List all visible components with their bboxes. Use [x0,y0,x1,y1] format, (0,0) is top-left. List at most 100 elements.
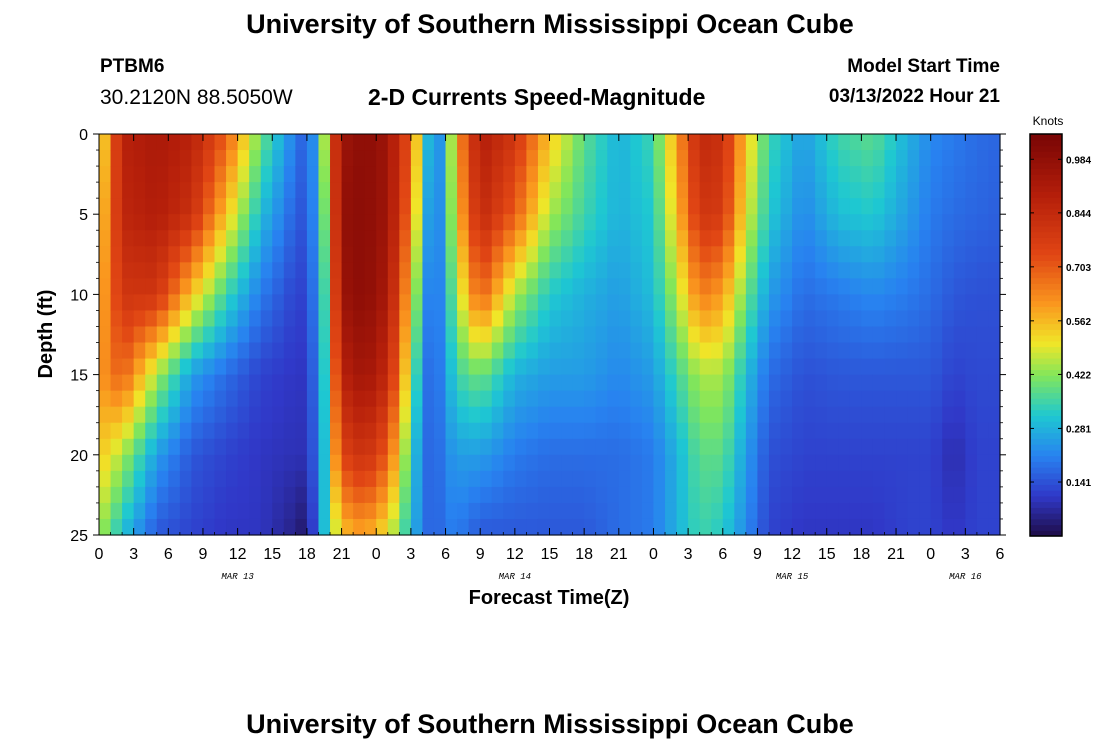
colorbar-border [1029,133,1063,537]
heatmap-cell [976,470,990,488]
heatmap-cell [457,374,470,392]
heatmap-cell [376,454,389,472]
heatmap-cell [757,486,770,504]
heatmap-cell [757,422,770,440]
heatmap-cell [330,182,343,199]
heatmap-cell [168,198,181,215]
heatmap-cell [410,406,424,424]
heatmap-cell [803,406,816,424]
heatmap-cell [237,182,250,199]
heatmap-cell [387,150,400,167]
heatmap-cell [341,374,354,392]
heatmap-cell [480,390,493,408]
heatmap-cell [792,166,805,183]
heatmap-cell [179,246,193,263]
heatmap-cell [306,518,320,536]
heatmap-cell [272,374,285,392]
heatmap-cell [364,326,377,344]
heatmap-cell [457,342,470,360]
heatmap-cell [514,406,527,424]
heatmap-cell [803,454,816,472]
colorbar-segment [1030,386,1062,394]
heatmap-cell [768,294,782,312]
heatmap-cell [745,310,759,328]
heatmap-cell [145,422,158,440]
heatmap-cell [549,454,562,472]
heatmap-cell [595,262,608,279]
heatmap-cell [272,486,285,504]
heatmap-cell [295,486,308,504]
heatmap-cell [410,262,424,279]
heatmap-cell [226,214,239,231]
heatmap-cell [561,374,574,392]
heatmap-cell [976,438,990,456]
heatmap-cell [688,358,701,376]
heatmap-cell [896,246,909,263]
heatmap-cell [976,406,990,424]
heatmap-cell [653,214,666,231]
colorbar-segment [1030,478,1062,485]
heatmap-cell [191,230,204,247]
heatmap-cell [584,166,597,183]
heatmap-cell [803,342,816,360]
heatmap-cell [433,134,447,151]
heatmap-cell [376,422,389,440]
heatmap-cell [988,374,1001,392]
heatmap-cell [919,262,932,279]
heatmap-cell [156,438,169,456]
heatmap-cell [584,374,597,392]
colorbar-segment [1030,306,1062,313]
heatmap-cell [745,486,759,504]
heatmap-cell [768,390,782,408]
heatmap-cell [584,422,597,440]
heatmap-cell [965,342,978,360]
heatmap-cell [618,294,631,312]
heatmap-cell [122,406,135,424]
heatmap-cell [214,342,227,360]
heatmap-cell [849,470,862,488]
heatmap-cell [896,230,909,247]
heatmap-cell [457,230,470,247]
heatmap-cell [99,486,112,504]
heatmap-cell [283,422,296,440]
heatmap-cell [260,166,273,183]
heatmap-cell [514,390,527,408]
heatmap-cell [491,454,504,472]
heatmap-cell [468,134,481,151]
heatmap-cell [676,182,689,199]
heatmap-cell [156,294,169,312]
heatmap-cell [133,214,146,231]
heatmap-cell [988,278,1001,295]
heatmap-cell [665,486,678,504]
heatmap-cell [549,278,562,295]
heatmap-cell [653,374,666,392]
heatmap-cell [399,246,412,263]
heatmap-cell [734,182,747,199]
heatmap-cell [179,134,193,151]
heatmap-cell [330,278,343,295]
heatmap-cell [480,406,493,424]
heatmap-cell [468,454,481,472]
heatmap-cell [861,278,874,295]
heatmap-cell [884,214,897,231]
heatmap-cell [226,326,239,344]
heatmap-cell [607,294,620,312]
heatmap-cell [584,470,597,488]
heatmap-cell [202,310,216,328]
heatmap-cell [711,518,724,536]
heatmap-cell [364,310,377,328]
heatmap-cell [353,358,366,376]
heatmap-cell [387,470,400,488]
heatmap-cell [237,518,250,536]
heatmap-cell [272,230,285,247]
heatmap-cell [745,518,759,536]
heatmap-cell [849,198,862,215]
heatmap-cell [584,406,597,424]
heatmap-cell [745,262,759,279]
heatmap-cell [976,294,990,312]
heatmap-cell [156,262,169,279]
heatmap-cell [445,422,458,440]
heatmap-cell [942,214,955,231]
heatmap-cell [306,374,320,392]
heatmap-cell [976,486,990,504]
